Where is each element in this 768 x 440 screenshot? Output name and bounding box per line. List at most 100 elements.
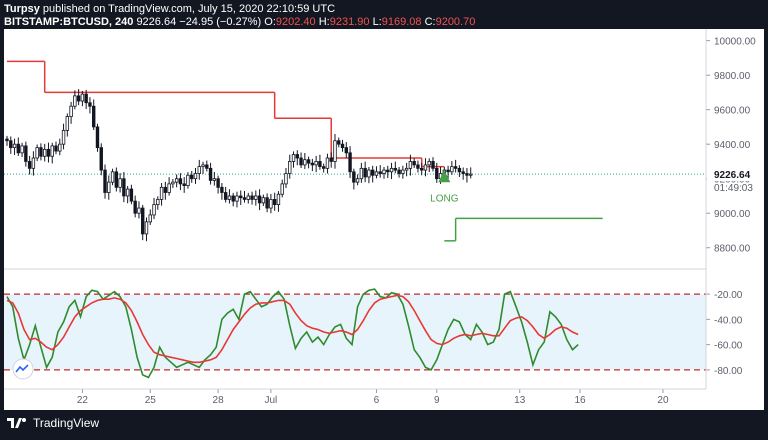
candle-body xyxy=(299,157,303,166)
candle-body xyxy=(103,169,107,193)
osc-tick-label: -60.00 xyxy=(714,341,743,352)
oscillator-pane: -20.00 -40.00 -60.00 -80.00 xyxy=(4,288,743,380)
candle-body xyxy=(152,204,156,216)
candle-body xyxy=(389,167,394,173)
candle-body xyxy=(386,169,390,173)
tradingview-logo[interactable]: TradingView xyxy=(6,416,99,430)
candle-body xyxy=(65,116,70,131)
candle-body xyxy=(246,195,250,200)
candle-body xyxy=(27,161,32,169)
candle-body xyxy=(453,166,458,169)
candle-body xyxy=(457,167,462,173)
candle-body xyxy=(193,173,198,180)
candle-body xyxy=(201,164,205,168)
indicator-icon-glyph xyxy=(15,364,29,373)
candle-body xyxy=(416,164,420,169)
long-signal-arrow xyxy=(438,170,451,183)
candle-body xyxy=(178,178,183,185)
price-tick-label: 9600.00 xyxy=(714,106,751,117)
price-change: −24.95 (−0.27%) xyxy=(179,16,262,28)
candle-body xyxy=(54,145,58,152)
candle-body xyxy=(227,195,232,200)
candle-body xyxy=(393,167,398,171)
time-tick-label: 16 xyxy=(574,395,586,406)
candle-body xyxy=(239,195,243,199)
tradingview-logo-icon xyxy=(7,418,26,428)
candle-body xyxy=(35,147,39,159)
author: Turpsy xyxy=(4,3,40,15)
time-tick-label: 25 xyxy=(145,395,157,406)
candle-body xyxy=(129,188,134,202)
candle-body xyxy=(163,186,168,193)
candle-body xyxy=(148,214,152,223)
chart-svg[interactable]: 10000.009800.009600.009400.009200.009000… xyxy=(4,29,764,410)
open-value: 9202.40 xyxy=(275,16,316,28)
candle-body xyxy=(39,147,43,157)
candle-body xyxy=(337,140,341,145)
high-label: H: xyxy=(318,16,330,28)
candle-body xyxy=(257,195,262,204)
close-label: C: xyxy=(424,16,436,28)
candle-body xyxy=(325,157,330,169)
price-tick-label: 8800.00 xyxy=(714,244,751,255)
published-text: published on TradingView.com, July 15, 2… xyxy=(42,3,336,15)
time-tick-label: 28 xyxy=(213,395,225,406)
candle-body xyxy=(5,138,9,142)
indicator-settings-icon[interactable] xyxy=(12,358,34,380)
candle-body xyxy=(190,174,194,180)
candle-body xyxy=(404,167,409,171)
candle-body xyxy=(272,199,277,205)
time-tick-label: 13 xyxy=(514,395,526,406)
candle-body xyxy=(186,174,190,187)
candle-body xyxy=(220,186,224,193)
candle-body xyxy=(352,171,356,183)
high-value: 9231.90 xyxy=(329,16,370,28)
candle-body xyxy=(133,200,137,214)
last-price: 9226.64 xyxy=(136,16,177,28)
x-axis: 22 25 28 Jul 6 9 13 16 20 xyxy=(77,389,669,406)
oscillator-slow-line xyxy=(6,294,579,364)
candle-body xyxy=(355,178,360,183)
candle-body xyxy=(80,93,85,102)
candle-body xyxy=(92,105,96,128)
candle-body xyxy=(408,161,413,169)
time-tick-label: 6 xyxy=(374,395,380,406)
candle-body xyxy=(344,147,348,154)
candle-body xyxy=(223,192,228,200)
candle-body xyxy=(359,167,364,180)
candle-body xyxy=(254,195,258,200)
candle-body xyxy=(76,95,81,102)
price-tick-label: 9800.00 xyxy=(714,71,751,82)
candle-body xyxy=(216,178,220,188)
price-tick-label: 9000.00 xyxy=(714,209,751,220)
candle-body xyxy=(167,183,171,193)
candle-body xyxy=(318,161,322,168)
candle-body xyxy=(46,148,51,157)
candle-body xyxy=(9,140,13,149)
candle-body xyxy=(110,171,115,183)
candle-body xyxy=(24,145,28,162)
brand-label: TradingView xyxy=(33,416,100,430)
candle-body xyxy=(412,161,416,166)
last-price-box xyxy=(707,167,764,182)
candle-body xyxy=(235,195,239,202)
candle-body xyxy=(465,173,469,176)
chart-panel[interactable]: 10000.009800.009600.009400.009200.009000… xyxy=(4,29,764,410)
candle-body xyxy=(73,95,77,107)
candle-body xyxy=(31,157,36,169)
candle-body xyxy=(58,143,62,152)
candle-body xyxy=(329,157,333,162)
candle-body xyxy=(205,164,209,169)
candle-body xyxy=(382,169,386,174)
candle-body xyxy=(333,140,337,162)
candle-body xyxy=(321,166,326,169)
candle-body xyxy=(88,102,92,107)
price-pane: 10000.009800.009600.009400.009200.009000… xyxy=(4,37,764,255)
candle-body xyxy=(276,193,281,205)
long-signal-label: LONG xyxy=(430,193,459,204)
low-label: L: xyxy=(372,16,382,28)
candle-body xyxy=(446,169,450,173)
candle-body xyxy=(340,143,345,149)
candle-body xyxy=(469,173,473,176)
candle-body xyxy=(242,197,247,200)
